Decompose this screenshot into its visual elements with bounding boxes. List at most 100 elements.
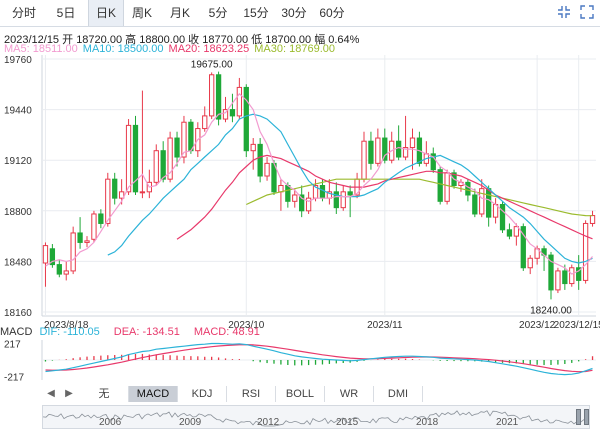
open-value: 18720.00 [76,34,123,46]
indicator-tab-1[interactable]: MACD [129,386,178,402]
dif-line [45,342,593,376]
navigator-year-label: 2006 [99,417,122,428]
indicator-tab-6[interactable]: DMI [374,386,423,402]
candle-body [368,140,374,164]
candle-body [42,245,49,264]
price-tick-label: 18800 [4,207,32,218]
candle-body [98,213,104,224]
macd-legend-item: DEA: -134.51 [113,326,180,338]
candle-body [395,140,402,158]
candle-body [160,150,166,180]
close-value: 18770.00 [202,34,249,46]
price-tick-label: 18160 [4,308,32,319]
candle-body [444,172,450,202]
candle-body [486,188,492,218]
navigator-year-label: 2009 [179,417,202,428]
quote-line: 2023/12/15 开 18720.00 高 18800.00 收 18770… [4,31,359,47]
candle-body [236,86,243,117]
low-label: 低 [251,34,263,46]
ma-legend-item: MA20: 18623.25 [168,43,250,55]
tab-6[interactable]: 15分 [243,6,269,20]
candle-body [56,264,62,275]
candle-body [63,270,69,275]
candle-body [292,194,298,202]
macd-legend-item: MACD: 48.91 [193,326,260,338]
candle-body [375,137,381,164]
macd-legend: MACD DIF: -110.05 DEA: -134.51 MACD: 48.91 [0,326,288,338]
candle-body [181,121,187,158]
change-value: 0.64% [328,34,360,46]
time-tick-label: 2023/12/15 [554,320,600,331]
period-tab-bar: 分时 5日 日K 周K 月K 5分 15分 30分 60分 [0,0,600,27]
candle-body [125,124,132,193]
candle-body [582,222,589,281]
candle-body [319,185,326,199]
candle-body [264,162,270,177]
indicator-tab-0[interactable]: 无 [80,386,129,402]
candle-body [285,185,291,202]
tab-7[interactable]: 30分 [281,6,307,20]
candle-body [520,226,526,269]
candle-body [91,213,97,240]
navigator-sparkline [43,410,589,427]
time-navigator[interactable]: 2006 2009 2012 2015 2018 2021 [42,405,590,429]
candle-body [361,140,367,180]
candle-body [347,191,353,196]
candle-body [105,178,111,224]
candle-body [174,137,180,158]
ma-legend-item: MA5: 18511.00 [4,43,78,55]
candle-body [402,147,409,158]
candle-body [305,197,312,212]
tab-1[interactable]: 5日 [56,6,76,20]
candle-body [430,153,436,171]
candle-body [506,229,513,237]
fullscreen-icon[interactable] [580,5,594,19]
indicator-tab-5[interactable]: WR [325,386,374,402]
tab-3[interactable]: 周K [131,6,152,20]
ma30-line [246,178,593,217]
candle-body [250,143,256,152]
tab-8[interactable]: 60分 [319,6,345,20]
macd-title: MACD [0,326,33,338]
high-label: 高 [125,34,137,46]
candle-body [576,267,582,281]
ma5-line [45,92,593,275]
change-label: 幅 [314,34,326,46]
candle-body [229,109,236,117]
candle-body [562,270,568,285]
indicator-tab-3[interactable]: RSI [227,386,276,402]
tab-5[interactable]: 5分 [208,6,228,20]
price-tick-label: 18480 [4,257,32,268]
candle-body [243,86,249,152]
restore-icon[interactable] [557,5,571,19]
candle-body [70,232,76,272]
navigator-right-handle[interactable] [584,409,589,425]
tab-4[interactable]: 月K [169,6,190,20]
candle-body [188,121,194,152]
candle-body [167,137,173,180]
candle-body [257,143,263,177]
candle-body [569,267,575,285]
scroll-right-icon[interactable]: ▶ [65,388,73,399]
tab-0[interactable]: 分时 [11,6,36,20]
indicator-tab-4[interactable]: BOLL [276,386,325,402]
candle-body [513,226,520,237]
time-tick-label: 2023/10 [228,320,265,331]
quote-date: 2023/12/15 [4,34,60,46]
candle-body [132,124,139,193]
candle-body [222,109,229,120]
open-label: 开 [62,34,74,46]
close-label: 收 [188,34,200,46]
scroll-left-icon[interactable]: ◀ [47,388,55,399]
navigator-year-label: 2015 [336,417,359,428]
time-tick-label: 2023/12 [519,320,556,331]
candle-body [527,257,533,269]
ma-legend-item: MA10: 18500.00 [82,43,164,55]
indicator-tab-2[interactable]: KDJ [178,386,227,402]
tab-2[interactable]: 日K [88,0,124,26]
candle-body [499,203,506,231]
price-annotation: 19675.00 [191,59,233,70]
price-tick-label: 19760 [4,55,32,66]
navigator-left-handle[interactable] [576,409,581,425]
